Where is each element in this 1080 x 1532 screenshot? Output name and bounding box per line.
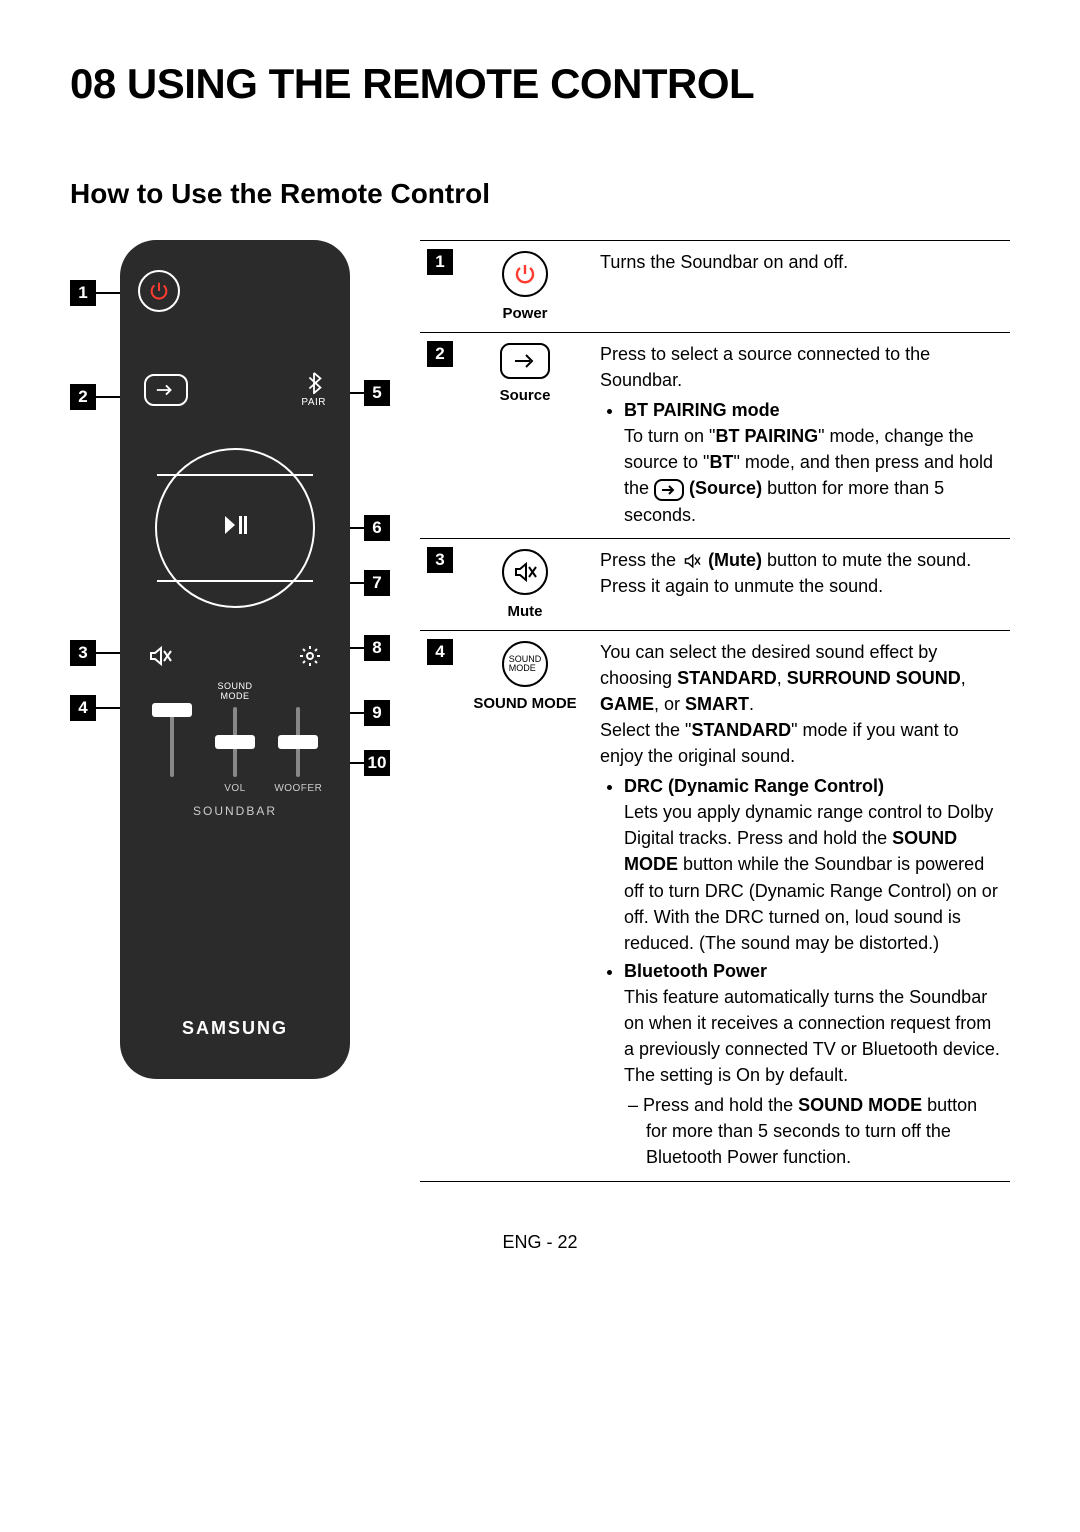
row-number: 4 <box>427 639 453 665</box>
callout-4: 4 <box>70 695 96 721</box>
row-text: You can select the desired sound effect … <box>590 631 1010 1181</box>
woofer-slider: WOOFER <box>273 707 324 794</box>
bluetooth-pair-icon: PAIR <box>301 372 326 408</box>
pair-label: PAIR <box>301 397 326 408</box>
source-inline-icon <box>654 479 684 501</box>
row-number: 1 <box>427 249 453 275</box>
remote-diagram: 1 2 3 4 5 6 7 8 9 10 PAIR <box>70 240 390 1079</box>
page-subtitle: How to Use the Remote Control <box>70 178 1010 210</box>
woofer-label: WOOFER <box>274 783 322 794</box>
page-footer: ENG - 22 <box>70 1232 1010 1253</box>
soundbar-label: SOUNDBAR <box>138 804 332 818</box>
row-text: Press to select a source connected to th… <box>590 333 1010 538</box>
mute-icon <box>148 645 172 672</box>
description-table: 1 Power Turns the Soundbar on and off. 2… <box>420 240 1010 1182</box>
mute-icon <box>502 549 548 595</box>
play-pause-icon <box>222 514 248 542</box>
icon-label: Mute <box>508 603 543 620</box>
brand-label: SAMSUNG <box>138 1018 332 1039</box>
remote-body: PAIR SOUND MODE <box>120 240 350 1079</box>
source-icon <box>500 343 550 379</box>
power-icon <box>502 251 548 297</box>
callout-8: 8 <box>364 635 390 661</box>
sound-mode-label: SOUND MODE <box>138 681 332 701</box>
callout-2: 2 <box>70 384 96 410</box>
icon-label: SOUND MODE <box>473 695 576 712</box>
callout-9: 9 <box>364 700 390 726</box>
row-text: Press the (Mute) button to mute the soun… <box>590 539 1010 630</box>
table-row: 4 SOUNDMODE SOUND MODE You can select th… <box>420 631 1010 1182</box>
callout-10: 10 <box>364 750 390 776</box>
icon-label: Source <box>500 387 551 404</box>
source-icon <box>144 374 188 406</box>
sound-mode-slider <box>146 707 197 794</box>
settings-icon <box>298 644 322 673</box>
content-row: 1 2 3 4 5 6 7 8 9 10 PAIR <box>70 240 1010 1182</box>
callout-5: 5 <box>364 380 390 406</box>
callout-6: 6 <box>364 515 390 541</box>
sound-mode-icon: SOUNDMODE <box>502 641 548 687</box>
row-text: Turns the Soundbar on and off. <box>590 241 1010 332</box>
row-number: 3 <box>427 547 453 573</box>
nav-wheel <box>155 448 315 608</box>
callout-3: 3 <box>70 640 96 666</box>
table-row: 2 Source Press to select a source connec… <box>420 333 1010 539</box>
power-icon <box>138 270 180 312</box>
callout-7: 7 <box>364 570 390 596</box>
callout-1: 1 <box>70 280 96 306</box>
icon-label: Power <box>502 305 547 322</box>
table-row: 1 Power Turns the Soundbar on and off. <box>420 241 1010 333</box>
vol-slider: VOL <box>209 707 260 794</box>
page-title: 08 USING THE REMOTE CONTROL <box>70 60 1010 108</box>
vol-label: VOL <box>224 783 246 794</box>
row-number: 2 <box>427 341 453 367</box>
table-row: 3 Mute Press the (Mute) button to mute t… <box>420 539 1010 631</box>
mute-inline-icon <box>681 550 703 570</box>
